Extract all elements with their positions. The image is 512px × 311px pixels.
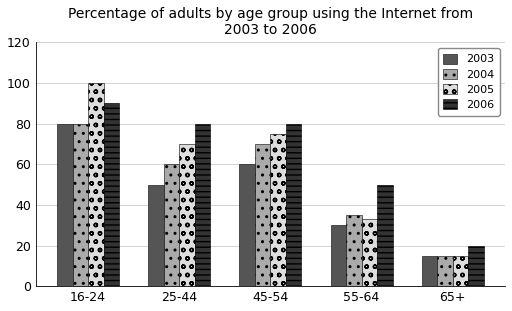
Bar [270,134,286,286]
Bar [195,124,210,286]
Title: Percentage of adults by age group using the Internet from
2003 to 2006: Percentage of adults by age group using … [68,7,473,37]
Bar [57,124,73,286]
Bar [179,144,195,286]
Bar [148,185,164,286]
Bar [331,225,346,286]
Bar [240,164,255,286]
Bar [361,219,377,286]
Bar [422,256,437,286]
Bar [255,144,270,286]
Bar [453,256,468,286]
Bar [103,103,119,286]
Bar [346,215,361,286]
Bar [286,124,302,286]
Legend: 2003, 2004, 2005, 2006: 2003, 2004, 2005, 2006 [438,48,500,116]
Bar [437,256,453,286]
Bar [88,83,103,286]
Bar [468,246,484,286]
Bar [377,185,393,286]
Bar [164,164,179,286]
Bar [73,124,88,286]
